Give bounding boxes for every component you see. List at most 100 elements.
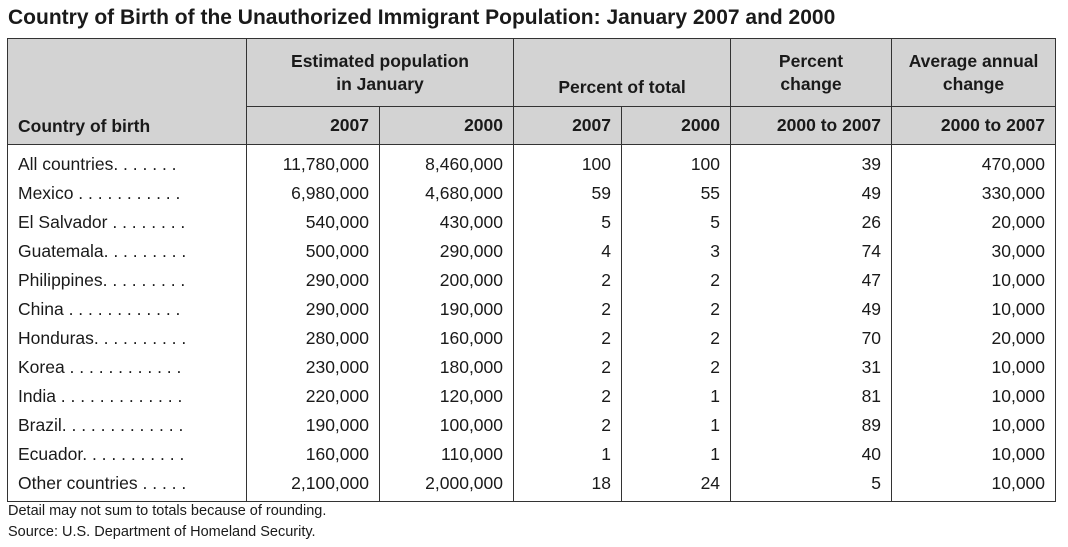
cell-pop-2000: 290,000	[378, 237, 515, 266]
cell-avg-change: 10,000	[891, 440, 1057, 469]
cell-avg-change: 470,000	[891, 144, 1057, 179]
cell-pct-change: 74	[730, 237, 893, 266]
cell-country: Korea . . . . . . . . . . . .	[7, 353, 247, 382]
cell-avg-change: 30,000	[891, 237, 1057, 266]
cell-pop-2007: 160,000	[246, 440, 380, 469]
cell-pop-2000: 8,460,000	[378, 144, 515, 179]
header-percent-of-total: Percent of total	[513, 38, 732, 107]
cell-pct-2000: 2	[621, 266, 732, 295]
cell-pct-2007: 2	[513, 295, 623, 324]
cell-pct-2007: 2	[513, 382, 623, 411]
header-row-group: Country of birth Estimated population in…	[7, 38, 1057, 145]
header-average-annual-change: Average annual change	[891, 38, 1057, 107]
cell-pct-2007: 4	[513, 237, 623, 266]
cell-pop-2000: 2,000,000	[378, 469, 515, 502]
header-estimated-population: Estimated population in January	[245, 38, 515, 107]
cell-pct-2000: 1	[621, 382, 732, 411]
header-pct-2000: 2000	[621, 106, 732, 145]
cell-pct-2000: 3	[621, 237, 732, 266]
cell-pop-2007: 230,000	[246, 353, 380, 382]
cell-pct-change: 70	[730, 324, 893, 353]
cell-pct-change: 26	[730, 208, 893, 237]
cell-pct-2007: 2	[513, 266, 623, 295]
cell-pct-change: 31	[730, 353, 893, 382]
cell-pop-2007: 280,000	[246, 324, 380, 353]
cell-pop-2000: 160,000	[378, 324, 515, 353]
cell-pct-2000: 55	[621, 179, 732, 208]
cell-country: Ecuador. . . . . . . . . . .	[7, 440, 247, 469]
cell-pct-2007: 100	[513, 144, 623, 179]
table-row: China . . . . . . . . . . . . 290,000 190,…	[7, 295, 1057, 324]
cell-pct-2007: 18	[513, 469, 623, 502]
cell-pop-2000: 190,000	[378, 295, 515, 324]
table-row: Ecuador. . . . . . . . . . . 160,000 1 10,0…	[7, 440, 1057, 469]
cell-country: Brazil. . . . . . . . . . . . .	[7, 411, 247, 440]
cell-pct-change: 39	[730, 144, 893, 179]
cell-pct-2007: 2	[513, 353, 623, 382]
table-row: India . . . . . . . . . . . . . 220,000 12…	[7, 382, 1057, 411]
cell-pop-2007: 190,000	[246, 411, 380, 440]
cell-pct-2007: 59	[513, 179, 623, 208]
cell-pct-2000: 2	[621, 324, 732, 353]
cell-pct-2000: 2	[621, 353, 732, 382]
header-pct-change-range: 2000 to 2007	[730, 106, 893, 145]
cell-avg-change: 10,000	[891, 295, 1057, 324]
cell-pop-2007: 500,000	[246, 237, 380, 266]
cell-pop-2000: 180,000	[378, 353, 515, 382]
cell-avg-change: 10,000	[891, 266, 1057, 295]
cell-avg-change: 20,000	[891, 208, 1057, 237]
cell-pop-2000: 120,000	[378, 382, 515, 411]
cell-pct-change: 49	[730, 295, 893, 324]
cell-pct-2000: 1	[621, 440, 732, 469]
header-country: Country of birth	[7, 38, 247, 145]
header-pop-2000: 2000	[378, 106, 515, 145]
cell-pct-2007: 5	[513, 208, 623, 237]
table-row: Other countries . . . . . 2,100,000 2,000,…	[7, 469, 1057, 502]
cell-pct-2000: 24	[621, 469, 732, 502]
cell-pct-change: 40	[730, 440, 893, 469]
cell-avg-change: 10,000	[891, 382, 1057, 411]
cell-pct-change: 5	[730, 469, 893, 502]
cell-pop-2007: 11,780,000	[246, 144, 380, 179]
cell-pct-2007: 2	[513, 411, 623, 440]
cell-avg-change: 20,000	[891, 324, 1057, 353]
header-avg-change-range: 2000 to 2007	[891, 106, 1057, 145]
cell-country: Other countries . . . . .	[7, 469, 247, 502]
cell-country: Philippines. . . . . . . . .	[7, 266, 247, 295]
cell-pop-2007: 6,980,000	[246, 179, 380, 208]
footnote-rounding: Detail may not sum to totals because of …	[8, 503, 327, 519]
cell-pct-2000: 5	[621, 208, 732, 237]
table-row: Korea . . . . . . . . . . . . 230,000 180,…	[7, 353, 1057, 382]
cell-pct-change: 89	[730, 411, 893, 440]
table-row: All countries. . . . . . . 11,780,000 8,46…	[7, 144, 1057, 179]
footnote-source: Source: U.S. Department of Homeland Secu…	[8, 524, 316, 540]
table-title: Country of Birth of the Unauthorized Imm…	[8, 6, 836, 29]
table-row: Honduras. . . . . . . . . . 280,000 160,00…	[7, 324, 1057, 353]
cell-pop-2007: 220,000	[246, 382, 380, 411]
cell-country: Honduras. . . . . . . . . .	[7, 324, 247, 353]
cell-pop-2007: 290,000	[246, 266, 380, 295]
population-table: Country of birth Estimated population in…	[7, 38, 1057, 502]
cell-avg-change: 10,000	[891, 353, 1057, 382]
cell-pop-2007: 2,100,000	[246, 469, 380, 502]
table-row: Guatemala. . . . . . . . . 500,000 290,000…	[7, 237, 1057, 266]
table-body: All countries. . . . . . . 11,780,000 8,46…	[7, 144, 1057, 502]
cell-pct-change: 81	[730, 382, 893, 411]
table-row: El Salvador . . . . . . . . 540,000 430,00…	[7, 208, 1057, 237]
cell-pct-change: 49	[730, 179, 893, 208]
cell-pop-2000: 200,000	[378, 266, 515, 295]
cell-pct-2000: 1	[621, 411, 732, 440]
cell-country: China . . . . . . . . . . . .	[7, 295, 247, 324]
cell-pct-2007: 2	[513, 324, 623, 353]
cell-pct-2007: 1	[513, 440, 623, 469]
cell-country: All countries. . . . . . .	[7, 144, 247, 179]
cell-pop-2000: 100,000	[378, 411, 515, 440]
cell-pop-2007: 540,000	[246, 208, 380, 237]
cell-avg-change: 10,000	[891, 469, 1057, 502]
table-row: Philippines. . . . . . . . . 290,000 200,0…	[7, 266, 1057, 295]
header-percent-change: Percent change	[730, 38, 893, 107]
cell-avg-change: 10,000	[891, 411, 1057, 440]
cell-country: Guatemala. . . . . . . . .	[7, 237, 247, 266]
cell-pct-2000: 100	[621, 144, 732, 179]
cell-pop-2000: 4,680,000	[378, 179, 515, 208]
